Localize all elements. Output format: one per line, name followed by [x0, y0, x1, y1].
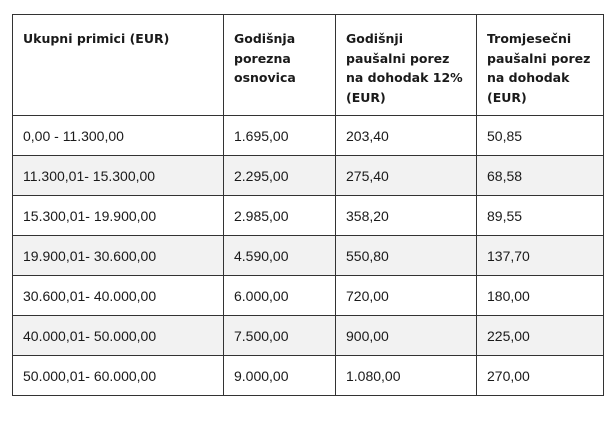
cell-income-range: 19.900,01- 30.600,00 — [12, 235, 224, 276]
tax-bracket-table: Ukupni primici (EUR) Godišnja porezna os… — [12, 14, 604, 396]
cell-income-range: 15.300,01- 19.900,00 — [12, 195, 224, 236]
cell-tax-base: 6.000,00 — [223, 275, 336, 316]
cell-income-range: 40.000,01- 50.000,00 — [12, 315, 224, 356]
cell-annual-tax: 900,00 — [335, 315, 477, 356]
cell-tax-base: 1.695,00 — [223, 115, 336, 156]
cell-quarterly-tax: 270,00 — [476, 355, 604, 396]
cell-quarterly-tax: 137,70 — [476, 235, 604, 276]
table-row: 0,00 - 11.300,00 1.695,00 203,40 50,85 — [12, 115, 604, 156]
cell-quarterly-tax: 89,55 — [476, 195, 604, 236]
cell-annual-tax: 720,00 — [335, 275, 477, 316]
table-row: 19.900,01- 30.600,00 4.590,00 550,80 137… — [12, 235, 604, 276]
cell-income-range: 30.600,01- 40.000,00 — [12, 275, 224, 316]
cell-annual-tax: 358,20 — [335, 195, 477, 236]
table-row: 11.300,01- 15.300,00 2.295,00 275,40 68,… — [12, 155, 604, 196]
cell-annual-tax: 1.080,00 — [335, 355, 477, 396]
cell-quarterly-tax: 180,00 — [476, 275, 604, 316]
cell-quarterly-tax: 50,85 — [476, 115, 604, 156]
table-row: 30.600,01- 40.000,00 6.000,00 720,00 180… — [12, 275, 604, 316]
cell-income-range: 0,00 - 11.300,00 — [12, 115, 224, 156]
cell-annual-tax: 203,40 — [335, 115, 477, 156]
table-row: 40.000,01- 50.000,00 7.500,00 900,00 225… — [12, 315, 604, 356]
header-annual-tax-base: Godišnja porezna osnovica — [223, 14, 336, 116]
cell-tax-base: 9.000,00 — [223, 355, 336, 396]
cell-tax-base: 7.500,00 — [223, 315, 336, 356]
cell-income-range: 11.300,01- 15.300,00 — [12, 155, 224, 196]
header-annual-flat-tax: Godišnji paušalni porez na dohodak 12% (… — [335, 14, 477, 116]
cell-quarterly-tax: 225,00 — [476, 315, 604, 356]
header-row: Ukupni primici (EUR) Godišnja porezna os… — [12, 14, 604, 116]
cell-tax-base: 4.590,00 — [223, 235, 336, 276]
cell-tax-base: 2.985,00 — [223, 195, 336, 236]
cell-income-range: 50.000,01- 60.000,00 — [12, 355, 224, 396]
cell-quarterly-tax: 68,58 — [476, 155, 604, 196]
table-row: 50.000,01- 60.000,00 9.000,00 1.080,00 2… — [12, 355, 604, 396]
header-quarterly-flat-tax: Tromjesečni paušalni porez na dohodak (E… — [476, 14, 604, 116]
cell-tax-base: 2.295,00 — [223, 155, 336, 196]
cell-annual-tax: 550,80 — [335, 235, 477, 276]
table-row: 15.300,01- 19.900,00 2.985,00 358,20 89,… — [12, 195, 604, 236]
header-total-income: Ukupni primici (EUR) — [12, 14, 224, 116]
cell-annual-tax: 275,40 — [335, 155, 477, 196]
